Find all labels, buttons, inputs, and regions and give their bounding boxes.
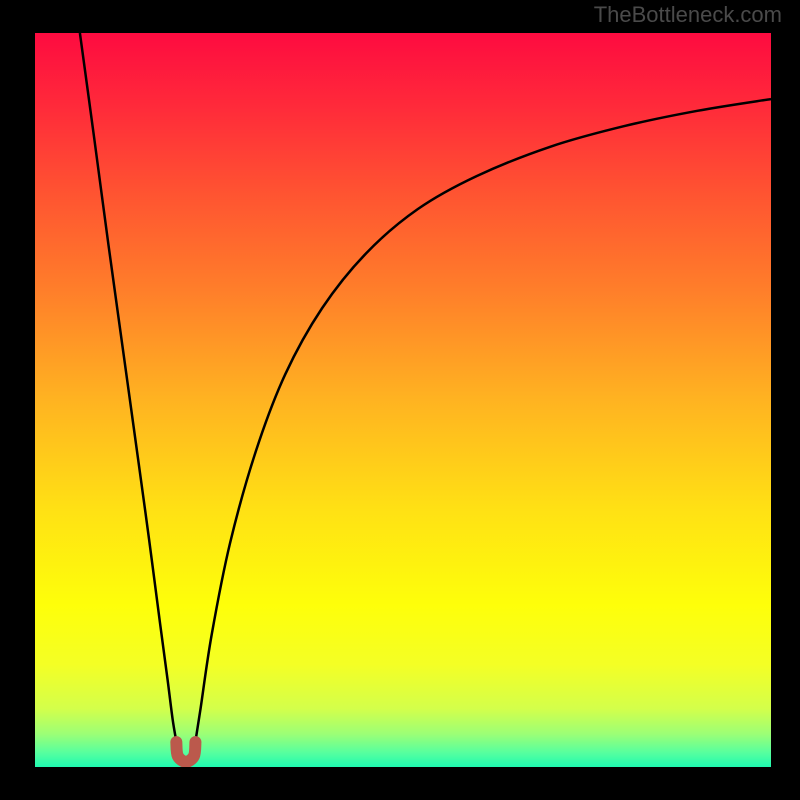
plot-background-gradient (35, 33, 771, 767)
watermark-text: TheBottleneck.com (594, 2, 782, 28)
chart-container: TheBottleneck.com (0, 0, 800, 800)
bottleneck-chart (0, 0, 800, 800)
